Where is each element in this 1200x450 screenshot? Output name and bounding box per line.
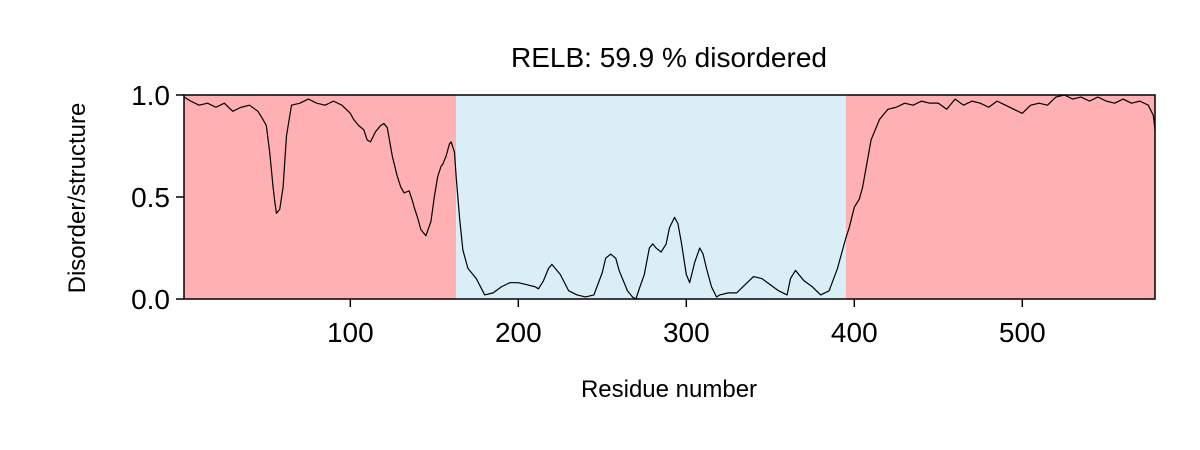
region-disordered-0	[184, 95, 457, 299]
y-axis: 0.0 0.5 1.0	[131, 80, 184, 315]
y-tick-label: 1.0	[131, 80, 170, 111]
series-line-0	[183, 94, 1156, 300]
x-tick-label: 100	[327, 317, 374, 348]
x-tick-label: 400	[831, 317, 878, 348]
region-bands	[184, 95, 1155, 299]
y-axis-label: Disorder/structure	[64, 103, 91, 294]
region-disordered-2	[845, 95, 1155, 299]
x-tick-label: 300	[663, 317, 710, 348]
x-axis-label: Residue number	[581, 376, 757, 403]
x-axis: 100 200 300 400 500	[327, 299, 1046, 348]
chart-title: RELB: 59.9 % disordered	[511, 42, 827, 73]
series-layer	[183, 94, 1156, 300]
y-tick-label: 0.5	[131, 182, 170, 213]
y-tick-label: 0.0	[131, 284, 170, 315]
x-tick-label: 500	[999, 317, 1046, 348]
x-tick-label: 200	[495, 317, 542, 348]
region-structured-1	[456, 95, 846, 299]
